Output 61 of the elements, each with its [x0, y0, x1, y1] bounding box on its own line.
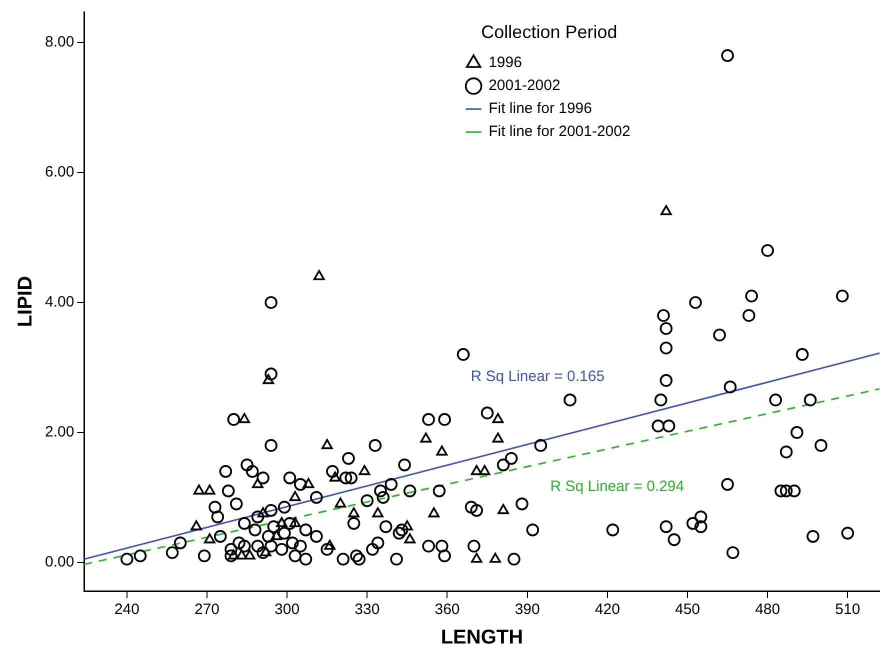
point — [492, 413, 504, 424]
x-tick-label: 240 — [114, 601, 140, 618]
point — [190, 520, 202, 530]
point — [478, 465, 490, 476]
point — [257, 507, 269, 518]
y-tick-label: 0.00 — [44, 554, 74, 571]
legend-label: 2001-2002 — [488, 77, 560, 94]
point — [372, 507, 384, 518]
point — [321, 439, 333, 450]
y-tick-label: 4.00 — [44, 294, 74, 311]
point — [358, 465, 370, 476]
point — [324, 540, 336, 550]
point — [244, 550, 256, 560]
x-tick-label: 390 — [514, 601, 540, 618]
x-tick-label: 330 — [354, 601, 380, 618]
point — [329, 472, 341, 482]
x-tick-label: 480 — [755, 601, 780, 618]
annotation: R Sq Linear = 0.294 — [550, 478, 684, 495]
point — [428, 507, 440, 518]
point — [289, 517, 301, 528]
x-tick-label: 270 — [194, 601, 220, 618]
point — [289, 491, 301, 502]
point — [204, 484, 216, 495]
point — [302, 478, 314, 488]
point — [490, 552, 501, 563]
point — [313, 270, 325, 280]
point — [260, 546, 272, 556]
legend-label: Fit line for 1996 — [488, 100, 592, 118]
x-tick-label: 420 — [594, 601, 620, 618]
x-axis-title: LENGTH — [440, 626, 524, 649]
point — [262, 374, 274, 384]
x-tick-label: 450 — [674, 601, 700, 618]
point — [334, 498, 346, 508]
legend-title: Collection Period — [481, 22, 618, 42]
point — [436, 446, 448, 456]
y-tick-label: 8.00 — [44, 34, 74, 51]
y-tick-label: 2.00 — [44, 424, 74, 441]
point — [492, 432, 504, 443]
point — [470, 465, 482, 476]
legend-label: Fit line for 2001-2002 — [488, 123, 630, 140]
x-tick-label: 300 — [274, 601, 300, 618]
point — [236, 550, 248, 560]
point — [348, 507, 360, 518]
point — [270, 530, 282, 540]
point — [252, 478, 264, 488]
x-tick-label: 360 — [434, 601, 460, 618]
y-tick-label: 6.00 — [44, 164, 74, 181]
y-axis-title: LIPID — [14, 276, 37, 328]
point — [204, 533, 216, 544]
point — [276, 517, 288, 528]
point — [420, 432, 432, 443]
point — [402, 520, 413, 530]
x-tick-label: 510 — [835, 601, 860, 618]
point — [238, 413, 250, 424]
legend-label: 1996 — [488, 54, 522, 72]
point — [193, 484, 205, 495]
point — [404, 533, 416, 544]
annotation: R Sq Linear = 0.165 — [470, 368, 605, 385]
point — [660, 205, 672, 216]
point — [470, 552, 482, 563]
point — [498, 504, 509, 514]
